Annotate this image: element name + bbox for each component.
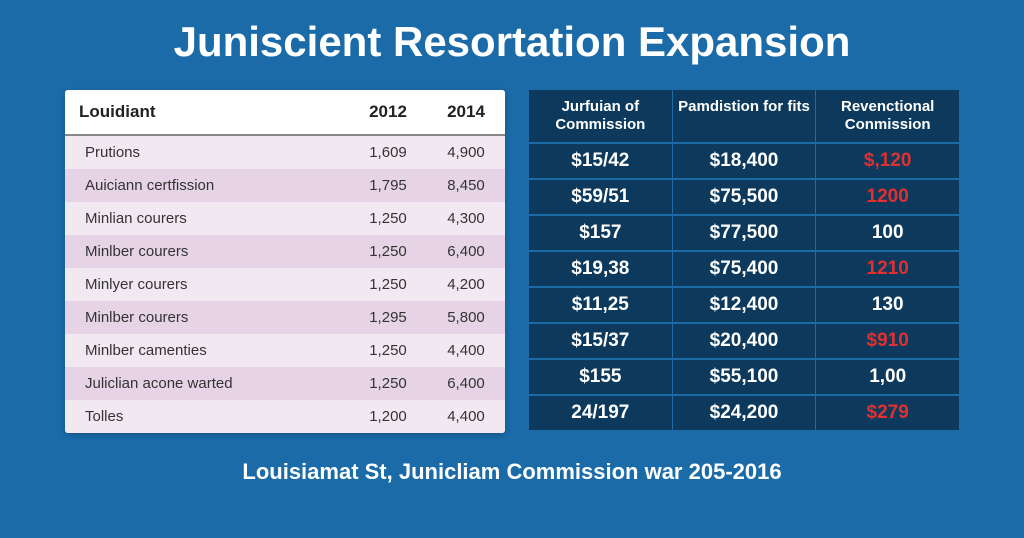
- right-table-header: Jurfuian of Commission Pamdistion for fi…: [529, 90, 959, 142]
- row-val-2012: 1,250: [349, 235, 427, 268]
- table-row: Prutions1,6094,900: [65, 136, 505, 169]
- table-row: Minlber courers1,2506,400: [65, 235, 505, 268]
- row-label: Juliclian acone warted: [65, 367, 349, 400]
- row-val-2014: 8,450: [427, 169, 505, 202]
- row-val-2014: 6,400: [427, 367, 505, 400]
- row-label: Minlber courers: [65, 301, 349, 334]
- row-val-2014: 4,300: [427, 202, 505, 235]
- col-header-pamdistion: Pamdistion for fits: [673, 90, 817, 142]
- row-val-2012: 1,250: [349, 268, 427, 301]
- row-val-2012: 1,609: [349, 136, 427, 169]
- row-val-2012: 1,250: [349, 202, 427, 235]
- col-header-label: Louidiant: [65, 90, 349, 134]
- col-header-jurfuian: Jurfuian of Commission: [529, 90, 673, 142]
- table-row: $11,25$12,400130: [529, 288, 959, 322]
- table-row: $155$55,1001,00: [529, 360, 959, 394]
- row-label: Auiciann certfission: [65, 169, 349, 202]
- table-row: 24/197$24,200$279: [529, 396, 959, 430]
- right-table: Jurfuian of Commission Pamdistion for fi…: [529, 90, 959, 433]
- row-val-jurfuian: 24/197: [529, 396, 673, 430]
- row-val-2014: 4,900: [427, 136, 505, 169]
- col-header-2014: 2014: [427, 90, 505, 134]
- table-row: Minlyer courers1,2504,200: [65, 268, 505, 301]
- row-val-revenctional: $,120: [816, 144, 959, 178]
- row-val-pamdistion: $77,500: [673, 216, 817, 250]
- table-row: Minlber camenties1,2504,400: [65, 334, 505, 367]
- row-label: Minlian courers: [65, 202, 349, 235]
- row-val-pamdistion: $75,500: [673, 180, 817, 214]
- row-val-jurfuian: $15/37: [529, 324, 673, 358]
- row-val-2014: 4,400: [427, 334, 505, 367]
- row-val-2014: 5,800: [427, 301, 505, 334]
- row-val-revenctional: 1,00: [816, 360, 959, 394]
- row-val-revenctional: 100: [816, 216, 959, 250]
- row-val-2012: 1,200: [349, 400, 427, 433]
- row-val-jurfuian: $19,38: [529, 252, 673, 286]
- table-row: Minlian courers1,2504,300: [65, 202, 505, 235]
- row-val-2014: 4,400: [427, 400, 505, 433]
- row-val-pamdistion: $18,400: [673, 144, 817, 178]
- col-header-2012: 2012: [349, 90, 427, 134]
- table-row: $15/42$18,400$,120: [529, 144, 959, 178]
- col-header-revenctional: Revenctional Conmission: [816, 90, 959, 142]
- page-title: Juniscient Resortation Expansion: [0, 0, 1024, 90]
- row-val-pamdistion: $20,400: [673, 324, 817, 358]
- table-row: $59/51$75,5001200: [529, 180, 959, 214]
- row-val-jurfuian: $157: [529, 216, 673, 250]
- row-label: Tolles: [65, 400, 349, 433]
- left-table: Louidiant 2012 2014 Prutions1,6094,900Au…: [65, 90, 505, 433]
- row-val-pamdistion: $75,400: [673, 252, 817, 286]
- row-label: Minlber courers: [65, 235, 349, 268]
- row-val-pamdistion: $55,100: [673, 360, 817, 394]
- footer-text: Louisiamat St, Junicliam Commission war …: [0, 459, 1024, 485]
- row-val-jurfuian: $11,25: [529, 288, 673, 322]
- row-val-revenctional: 1200: [816, 180, 959, 214]
- row-label: Minlyer courers: [65, 268, 349, 301]
- row-val-2012: 1,795: [349, 169, 427, 202]
- table-row: Minlber courers1,2955,800: [65, 301, 505, 334]
- table-row: Tolles1,2004,400: [65, 400, 505, 433]
- table-row: $19,38$75,4001210: [529, 252, 959, 286]
- content-area: Louidiant 2012 2014 Prutions1,6094,900Au…: [0, 90, 1024, 433]
- table-row: $157$77,500100: [529, 216, 959, 250]
- row-label: Minlber camenties: [65, 334, 349, 367]
- row-val-2014: 4,200: [427, 268, 505, 301]
- row-val-revenctional: $279: [816, 396, 959, 430]
- table-row: Auiciann certfission1,7958,450: [65, 169, 505, 202]
- row-val-2012: 1,295: [349, 301, 427, 334]
- row-val-jurfuian: $15/42: [529, 144, 673, 178]
- table-row: Juliclian acone warted1,2506,400: [65, 367, 505, 400]
- row-val-2012: 1,250: [349, 367, 427, 400]
- row-val-2014: 6,400: [427, 235, 505, 268]
- row-val-jurfuian: $59/51: [529, 180, 673, 214]
- row-val-revenctional: 1210: [816, 252, 959, 286]
- row-val-revenctional: $910: [816, 324, 959, 358]
- table-row: $15/37$20,400$910: [529, 324, 959, 358]
- row-label: Prutions: [65, 136, 349, 169]
- row-val-2012: 1,250: [349, 334, 427, 367]
- row-val-pamdistion: $12,400: [673, 288, 817, 322]
- row-val-jurfuian: $155: [529, 360, 673, 394]
- left-table-header: Louidiant 2012 2014: [65, 90, 505, 136]
- row-val-revenctional: 130: [816, 288, 959, 322]
- row-val-pamdistion: $24,200: [673, 396, 817, 430]
